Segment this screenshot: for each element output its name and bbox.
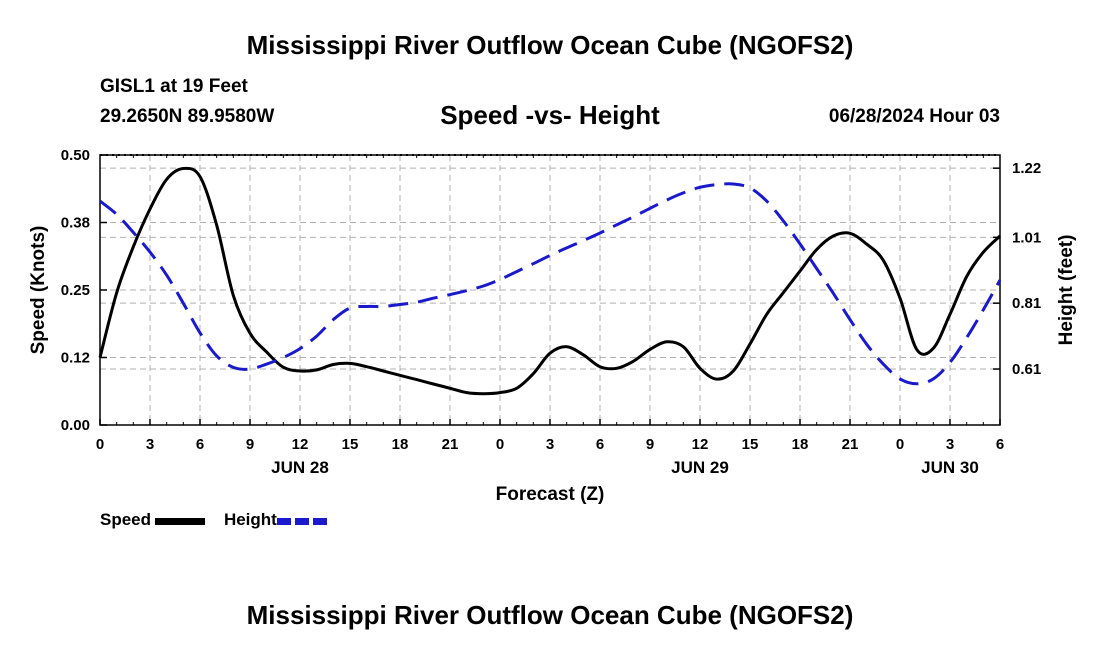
y2-tick-label: 0.81 bbox=[1012, 295, 1041, 312]
x-tick-label: 0 bbox=[496, 436, 504, 453]
page-title: Mississippi River Outflow Ocean Cube (NG… bbox=[246, 30, 854, 60]
x-tick-label: 12 bbox=[292, 436, 309, 453]
station-coordinates: 29.2650N 89.9580W bbox=[100, 106, 275, 127]
station-label: GISL1 at 19 Feet bbox=[100, 76, 248, 97]
height-series-line bbox=[99, 182, 1002, 386]
grid-layer bbox=[99, 154, 1001, 426]
ticks-layer: 0 3 6 9 12 15 18 21 0 3 6 9 12 15 18 21 0 3 6 JUN 28 JUN 29 J… bbox=[61, 147, 1041, 477]
legend-speed-label: Speed bbox=[100, 510, 152, 529]
x-tick-label: 0 bbox=[896, 436, 904, 453]
date-label: JUN 29 bbox=[671, 458, 729, 477]
speed-series-line bbox=[98, 166, 1002, 396]
y2-axis-label: Height (feet) bbox=[1056, 235, 1077, 346]
x-tick-label: 3 bbox=[146, 436, 154, 453]
y-tick-label: 0.00 bbox=[61, 417, 90, 434]
y-tick-label: 0.38 bbox=[61, 215, 90, 232]
date-label: JUN 30 bbox=[921, 458, 979, 477]
x-tick-label: 15 bbox=[742, 436, 759, 453]
x-tick-label: 15 bbox=[342, 436, 359, 453]
x-tick-label: 0 bbox=[96, 436, 104, 453]
x-tick-label: 21 bbox=[842, 436, 859, 453]
y2-tick-label: 0.61 bbox=[1012, 361, 1041, 378]
y-axis-label: Speed (Knots) bbox=[28, 226, 49, 355]
x-tick-label: 3 bbox=[946, 436, 954, 453]
legend-height-label: Height bbox=[223, 510, 277, 529]
legend: Speed Height bbox=[100, 510, 327, 530]
y-tick-label: 0.50 bbox=[61, 147, 90, 164]
legend-height-swatch bbox=[276, 518, 327, 525]
forecast-timestamp: 06/28/2024 Hour 03 bbox=[828, 106, 1000, 127]
x-tick-label: 9 bbox=[246, 436, 254, 453]
x-tick-label: 9 bbox=[646, 436, 654, 453]
legend-speed-swatch bbox=[155, 518, 206, 525]
speed-height-chart: 0 3 6 9 12 15 18 21 0 3 6 9 12 15 18 21 0 3 6 JUN 28 JUN 29 J… bbox=[28, 147, 1077, 505]
date-label: JUN 28 bbox=[271, 458, 329, 477]
footer-title: Mississippi River Outflow Ocean Cube (NG… bbox=[246, 600, 854, 630]
y-tick-label: 0.25 bbox=[61, 282, 90, 299]
plot-title: Speed -vs- Height bbox=[440, 100, 660, 130]
x-axis-label: Forecast (Z) bbox=[496, 484, 605, 505]
y2-tick-label: 1.01 bbox=[1012, 229, 1041, 246]
y-tick-label: 0.12 bbox=[61, 350, 90, 367]
x-tick-label: 6 bbox=[996, 436, 1004, 453]
x-tick-label: 21 bbox=[442, 436, 459, 453]
x-tick-label: 12 bbox=[692, 436, 709, 453]
y2-tick-label: 1.22 bbox=[1012, 160, 1041, 177]
x-tick-label: 18 bbox=[792, 436, 809, 453]
x-tick-label: 6 bbox=[196, 436, 204, 453]
x-tick-label: 6 bbox=[596, 436, 604, 453]
x-tick-label: 3 bbox=[546, 436, 554, 453]
x-tick-label: 18 bbox=[392, 436, 409, 453]
